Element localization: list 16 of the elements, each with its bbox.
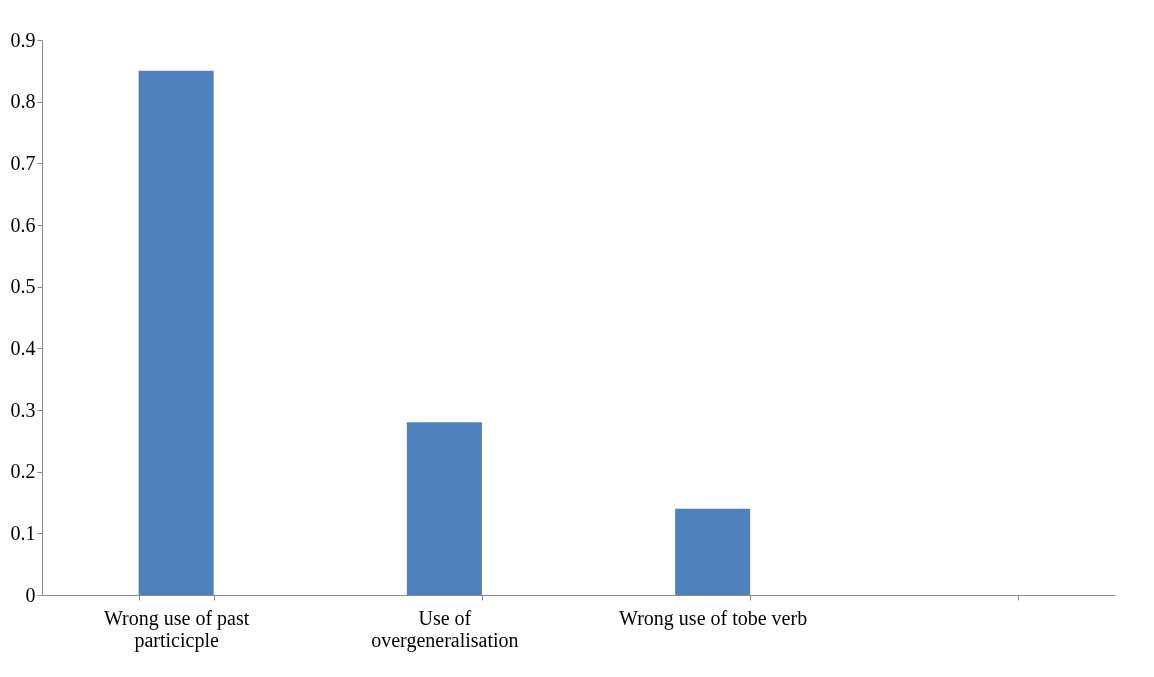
bar <box>138 70 214 595</box>
bar <box>675 508 751 595</box>
y-tick-label: 0 <box>25 583 36 606</box>
x-tick-label: Wrong use of tobe verb <box>619 606 808 630</box>
y-tick-label: 0.5 <box>10 275 36 298</box>
y-tick-label: 0.3 <box>10 398 36 421</box>
x-tick-label: Wrong use of past particicple <box>103 606 250 652</box>
bar <box>406 422 482 595</box>
y-tick-label: 0.4 <box>10 336 36 359</box>
y-tick-label: 0.2 <box>10 460 36 483</box>
x-tick-label: Use of overgeneralisation <box>371 606 519 652</box>
y-tick-label: 0.7 <box>10 151 36 174</box>
y-tick-label: 0.9 <box>10 28 36 51</box>
y-tick-label: 0.8 <box>10 90 36 113</box>
y-tick-label: 0.6 <box>10 213 36 236</box>
y-tick-label: 0.1 <box>10 521 36 544</box>
